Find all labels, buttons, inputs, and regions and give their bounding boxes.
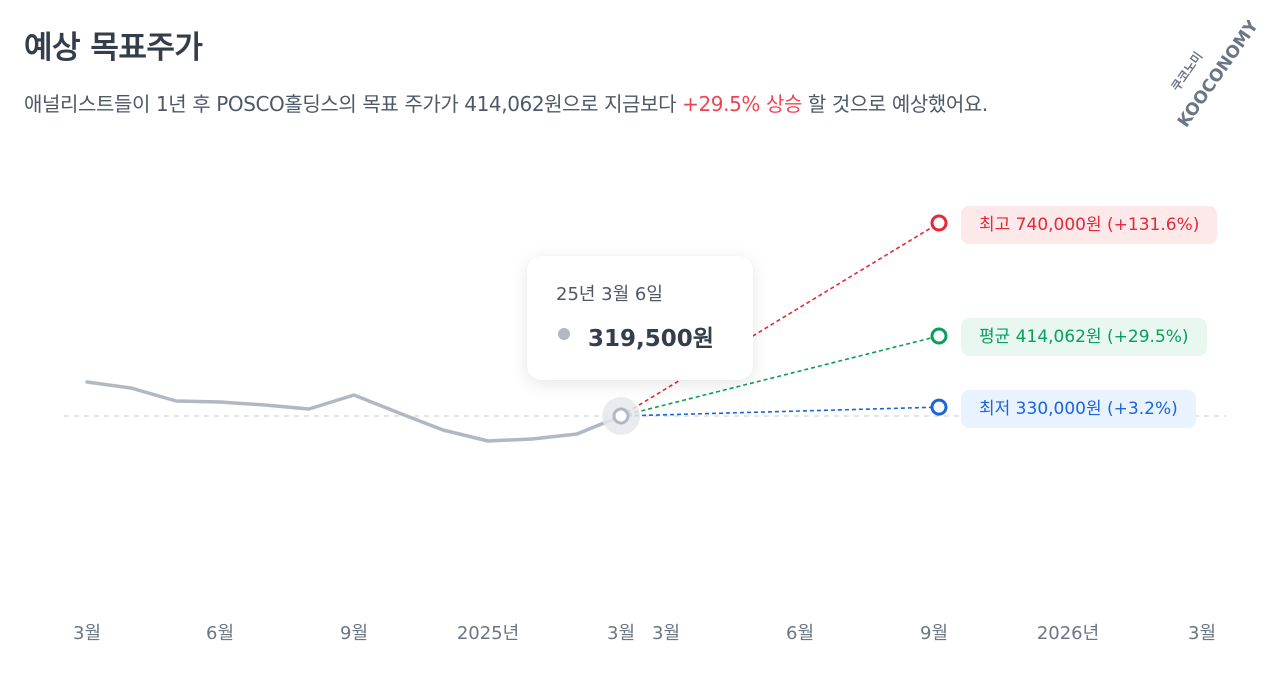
target-low-badge: 최저 330,000원 (+3.2%) [961,390,1196,428]
forecast-point-average [930,327,948,345]
x-tick-label: 3월 [606,623,636,644]
x-tick-label: 3월 [72,623,102,644]
tooltip-price: 319,500원 [588,326,714,352]
tooltip-date: 25년 3월 6일 [556,284,663,305]
price-tooltip: 25년 3월 6일 319,500원 [527,256,753,380]
forecast-point-high [930,214,948,232]
x-tick-label: 9월 [339,623,369,644]
history-line [85,380,623,443]
watermark-logo: 쿠코노미 KOOCONOMY [1168,20,1263,130]
x-tick-label: 2026년 [1036,623,1100,644]
x-tick-label: 6월 [785,623,815,644]
summary-text-start: 애널리스트들이 1년 후 POSCO홀딩스의 목표 주가가 414,062원으로… [24,92,683,116]
target-average-badge: 평균 414,062원 (+29.5%) [961,318,1207,356]
forecast-point-low [930,398,948,416]
tooltip-series-dot [558,328,570,340]
forecast-line-low [620,406,940,417]
current-point [612,407,630,425]
forecast-line-average [620,335,940,417]
x-tick-label: 2025년 [456,623,520,644]
forecast-line-high [620,222,940,417]
page-title: 예상 목표주가 [24,30,203,66]
x-tick-label: 3월 [651,623,681,644]
x-tick-label: 6월 [205,623,235,644]
x-tick-label: 9월 [919,623,949,644]
summary-text-end: 할 것으로 예상했어요. [801,92,988,116]
summary-change-highlight: +29.5% 상승 [682,92,802,116]
x-tick-label: 3월 [1187,623,1217,644]
target-high-badge: 최고 740,000원 (+131.6%) [961,206,1218,244]
summary-text: 애널리스트들이 1년 후 POSCO홀딩스의 목표 주가가 414,062원으로… [24,88,988,117]
